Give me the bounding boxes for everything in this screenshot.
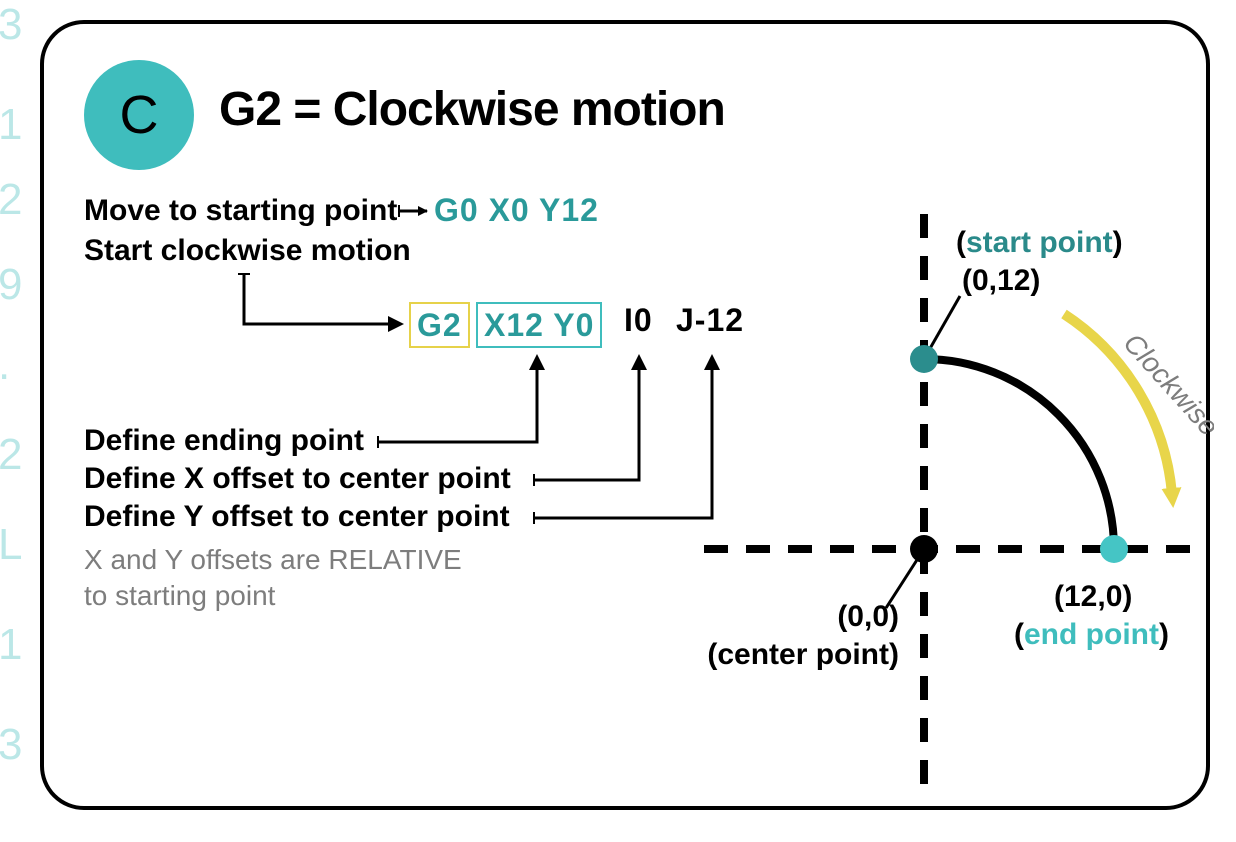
background-numbers: 3 1 2 9 . 2 L 1 3 [0,0,40,842]
bg-num: 9 [0,260,22,310]
bg-num: 1 [0,620,22,670]
bg-num: 1 [0,100,22,150]
bg-num: . [0,340,10,390]
arrow-define-y [534,364,712,518]
diagram-svg: Clockwise [44,24,1214,814]
end-point-dot [1100,535,1128,563]
center-point-dot [910,535,938,563]
arrow-startcw-to-g2 [244,274,394,324]
bg-num: 3 [0,0,22,50]
start-point-dot [910,345,938,373]
card-panel: C G2 = Clockwise motion Move to starting… [40,20,1210,810]
bg-num: 2 [0,175,22,225]
clockwise-arrow [1064,314,1172,494]
bg-num: L [0,520,22,570]
bg-num: 2 [0,430,22,480]
arrow-define-end [378,364,537,442]
bg-num: 3 [0,720,22,770]
arc-path [924,359,1114,549]
arrow-define-x [534,364,639,480]
